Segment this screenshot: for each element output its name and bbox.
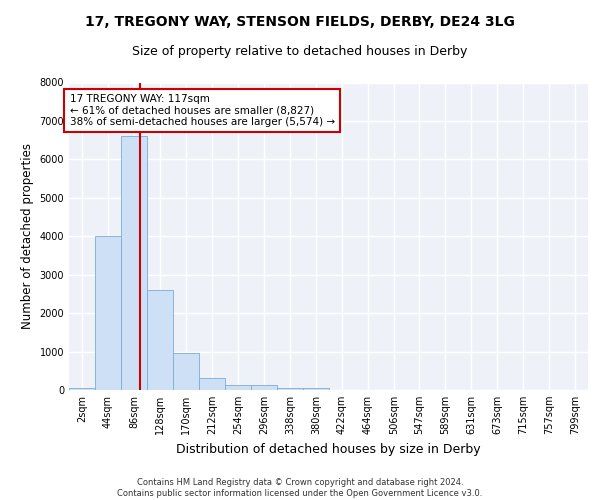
Text: Contains HM Land Registry data © Crown copyright and database right 2024.
Contai: Contains HM Land Registry data © Crown c… — [118, 478, 482, 498]
Bar — [199, 378, 225, 390]
Bar — [225, 386, 251, 390]
Bar — [69, 388, 95, 390]
Text: Size of property relative to detached houses in Derby: Size of property relative to detached ho… — [133, 45, 467, 58]
Bar — [173, 354, 199, 390]
Y-axis label: Number of detached properties: Number of detached properties — [21, 143, 34, 329]
X-axis label: Distribution of detached houses by size in Derby: Distribution of detached houses by size … — [176, 442, 481, 456]
Bar — [277, 388, 303, 390]
Bar — [95, 236, 121, 390]
Bar — [147, 290, 173, 390]
Text: 17, TREGONY WAY, STENSON FIELDS, DERBY, DE24 3LG: 17, TREGONY WAY, STENSON FIELDS, DERBY, … — [85, 15, 515, 29]
Text: 17 TREGONY WAY: 117sqm
← 61% of detached houses are smaller (8,827)
38% of semi-: 17 TREGONY WAY: 117sqm ← 61% of detached… — [70, 94, 335, 127]
Bar — [121, 136, 147, 390]
Bar — [303, 388, 329, 390]
Bar — [251, 386, 277, 390]
